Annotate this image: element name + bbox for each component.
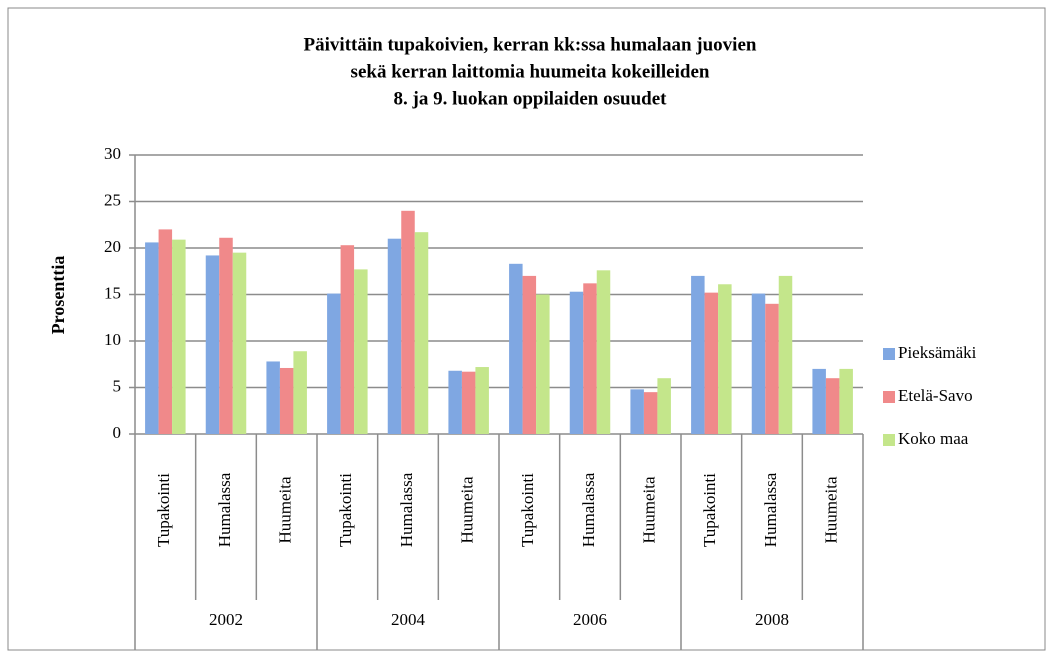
x-tick-label: Humalassa — [761, 472, 780, 547]
bar — [340, 245, 355, 434]
x-tick-label: Huumeita — [458, 476, 477, 543]
y-tick-label: 30 — [104, 144, 121, 163]
y-tick-label: 0 — [113, 423, 122, 442]
bar — [825, 378, 840, 434]
y-tick-label: 25 — [104, 190, 121, 209]
bar — [691, 275, 705, 434]
legend-swatch — [883, 434, 895, 446]
bar — [145, 242, 159, 434]
legend-label: Koko maa — [898, 429, 969, 448]
bar — [718, 284, 732, 434]
bar — [461, 371, 476, 434]
bar — [448, 370, 462, 434]
group-label: 2002 — [209, 610, 243, 629]
group-label: 2006 — [573, 610, 607, 629]
x-tick-label: Huumeita — [276, 476, 295, 543]
bar — [536, 294, 550, 434]
bar — [657, 378, 671, 434]
bar — [765, 303, 779, 434]
bar — [704, 292, 719, 434]
chart-title: sekä kerran laittomia huumeita kokeillei… — [351, 61, 710, 82]
group-label: 2004 — [391, 610, 426, 629]
bar — [596, 270, 611, 434]
x-tick-label: Tupakointi — [700, 473, 719, 547]
bar — [401, 210, 415, 434]
x-tick-label: Huumeita — [640, 476, 659, 543]
legend-swatch — [883, 391, 895, 403]
group-label: 2008 — [755, 610, 789, 629]
bar — [387, 238, 402, 434]
y-tick-label: 5 — [113, 376, 122, 395]
bar — [172, 239, 186, 434]
legend-label: Etelä-Savo — [898, 386, 973, 405]
bar — [475, 367, 489, 434]
bar — [354, 269, 368, 434]
y-tick-label: 20 — [104, 237, 121, 256]
legend-swatch — [883, 348, 895, 360]
bar — [205, 255, 220, 434]
bar — [751, 293, 766, 434]
bar — [812, 368, 826, 434]
bar — [839, 368, 853, 434]
y-tick-label: 15 — [104, 283, 121, 302]
bar — [232, 252, 247, 434]
bar — [630, 389, 644, 434]
bar — [414, 232, 429, 434]
bar — [158, 229, 173, 434]
legend-label: Pieksämäki — [898, 343, 977, 362]
chart-title: Päivittäin tupakoivien, kerran kk:ssa hu… — [304, 34, 757, 55]
bar — [219, 237, 233, 434]
x-tick-label: Tupakointi — [336, 473, 355, 547]
bar — [522, 275, 537, 434]
y-tick-label: 10 — [104, 330, 121, 349]
bar — [643, 392, 658, 434]
x-tick-label: Humalassa — [397, 472, 416, 547]
x-tick-label: Humalassa — [215, 472, 234, 547]
bar — [279, 367, 294, 434]
x-tick-label: Huumeita — [822, 476, 841, 543]
x-tick-label: Tupakointi — [154, 473, 173, 547]
x-tick-label: Humalassa — [579, 472, 598, 547]
bar — [266, 361, 280, 434]
bar — [327, 293, 341, 434]
chart-title: 8. ja 9. luokan oppilaiden osuudet — [394, 88, 668, 109]
bar — [583, 283, 597, 434]
y-axis-label: Prosenttia — [48, 256, 68, 335]
bar — [293, 351, 307, 434]
x-tick-label: Tupakointi — [518, 473, 537, 547]
bar — [778, 275, 793, 434]
bar — [569, 291, 584, 434]
bar — [509, 263, 523, 434]
